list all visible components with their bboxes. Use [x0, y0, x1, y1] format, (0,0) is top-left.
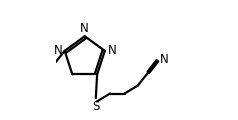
Text: N: N [80, 22, 89, 35]
Text: N: N [108, 44, 116, 57]
Text: N: N [54, 44, 63, 57]
Text: N: N [159, 53, 168, 66]
Text: S: S [92, 100, 99, 113]
